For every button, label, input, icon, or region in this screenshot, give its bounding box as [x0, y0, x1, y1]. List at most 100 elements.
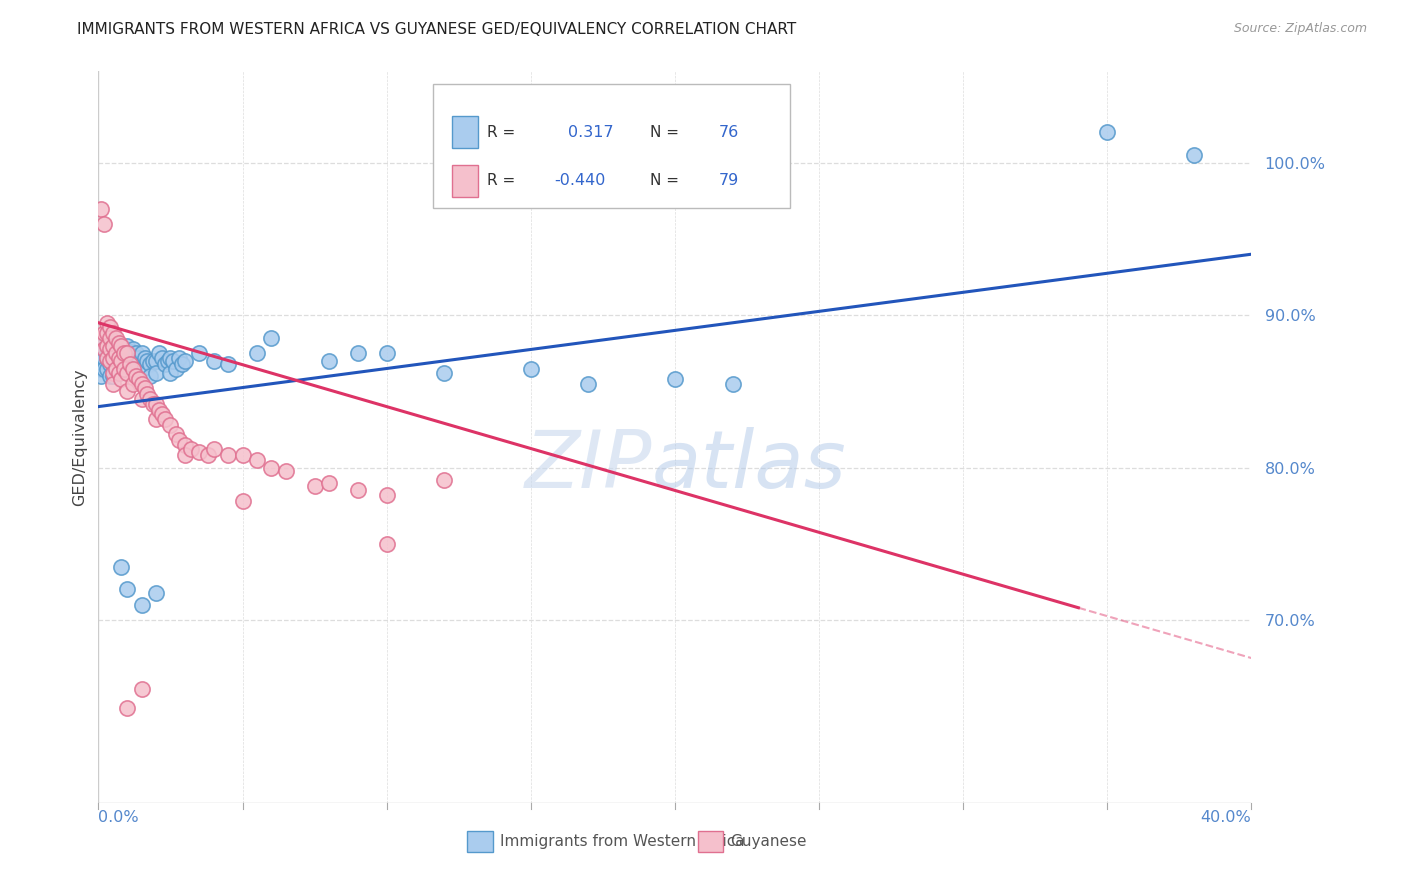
- Point: [145, 396, 167, 410]
- Point: [93, 361, 115, 376]
- Point: [112, 346, 135, 360]
- Point: [120, 357, 142, 371]
- Point: [93, 335, 115, 350]
- Point: [107, 335, 129, 350]
- Point: [150, 351, 173, 365]
- Point: [145, 366, 167, 380]
- Point: [117, 351, 139, 365]
- Point: [117, 384, 139, 399]
- Point: [664, 372, 686, 386]
- FancyBboxPatch shape: [453, 165, 478, 196]
- Point: [128, 351, 150, 365]
- Point: [174, 438, 197, 452]
- Point: [148, 402, 170, 417]
- Point: [260, 460, 283, 475]
- Point: [96, 361, 118, 376]
- Text: 76: 76: [718, 125, 740, 140]
- Point: [188, 445, 211, 459]
- Text: Guyanese: Guyanese: [730, 834, 807, 849]
- Point: [101, 369, 124, 384]
- Point: [107, 366, 129, 380]
- Point: [101, 376, 124, 391]
- Point: [136, 387, 159, 401]
- Point: [112, 361, 135, 376]
- Point: [98, 331, 121, 345]
- Point: [90, 346, 112, 360]
- Point: [153, 412, 176, 426]
- Point: [159, 351, 181, 365]
- FancyBboxPatch shape: [453, 117, 478, 148]
- Point: [134, 381, 156, 395]
- Point: [346, 483, 368, 498]
- Point: [110, 372, 132, 386]
- Text: R =: R =: [486, 173, 515, 188]
- Text: ZIP: ZIP: [524, 427, 652, 506]
- Text: R =: R =: [486, 125, 515, 140]
- Point: [90, 369, 112, 384]
- Point: [90, 354, 112, 368]
- FancyBboxPatch shape: [467, 831, 492, 852]
- Point: [156, 354, 179, 368]
- Point: [96, 351, 118, 365]
- Point: [197, 448, 219, 462]
- Point: [101, 338, 124, 352]
- Point: [125, 357, 148, 371]
- Point: [375, 346, 398, 360]
- Point: [122, 361, 145, 376]
- Point: [96, 331, 118, 345]
- Point: [231, 448, 254, 462]
- Text: 0.317: 0.317: [568, 125, 613, 140]
- Point: [104, 349, 127, 363]
- Point: [90, 338, 112, 352]
- Point: [145, 354, 167, 368]
- Point: [98, 342, 121, 356]
- Text: atlas: atlas: [652, 427, 846, 506]
- Point: [433, 473, 456, 487]
- Text: N =: N =: [650, 173, 679, 188]
- Text: -0.440: -0.440: [554, 173, 605, 188]
- Point: [142, 396, 165, 410]
- Point: [120, 344, 142, 359]
- Point: [98, 320, 121, 334]
- Point: [721, 376, 744, 391]
- Point: [167, 351, 190, 365]
- Point: [117, 346, 139, 360]
- Point: [131, 598, 153, 612]
- Point: [101, 326, 124, 341]
- Point: [304, 479, 326, 493]
- Point: [153, 357, 176, 371]
- Point: [96, 342, 118, 356]
- Point: [375, 537, 398, 551]
- Point: [520, 361, 543, 376]
- Text: Immigrants from Western Africa: Immigrants from Western Africa: [499, 834, 744, 849]
- Point: [122, 342, 145, 356]
- Point: [104, 346, 127, 360]
- Point: [107, 342, 129, 356]
- Point: [101, 357, 124, 371]
- Point: [318, 475, 340, 490]
- Point: [131, 346, 153, 360]
- Point: [107, 351, 129, 365]
- Point: [110, 338, 132, 352]
- Point: [260, 331, 283, 345]
- Point: [96, 338, 118, 352]
- Text: Source: ZipAtlas.com: Source: ZipAtlas.com: [1233, 22, 1367, 36]
- Point: [101, 366, 124, 380]
- Point: [274, 464, 297, 478]
- Point: [246, 346, 269, 360]
- Point: [101, 335, 124, 350]
- Point: [202, 442, 225, 457]
- Point: [107, 354, 129, 368]
- Point: [142, 354, 165, 368]
- Point: [110, 357, 132, 371]
- Point: [98, 369, 121, 384]
- Text: N =: N =: [650, 125, 679, 140]
- Point: [117, 338, 139, 352]
- Point: [104, 361, 127, 376]
- Point: [90, 202, 112, 216]
- Point: [128, 372, 150, 386]
- Text: 40.0%: 40.0%: [1201, 811, 1251, 825]
- Point: [174, 448, 197, 462]
- Point: [96, 326, 118, 341]
- Point: [1182, 148, 1205, 162]
